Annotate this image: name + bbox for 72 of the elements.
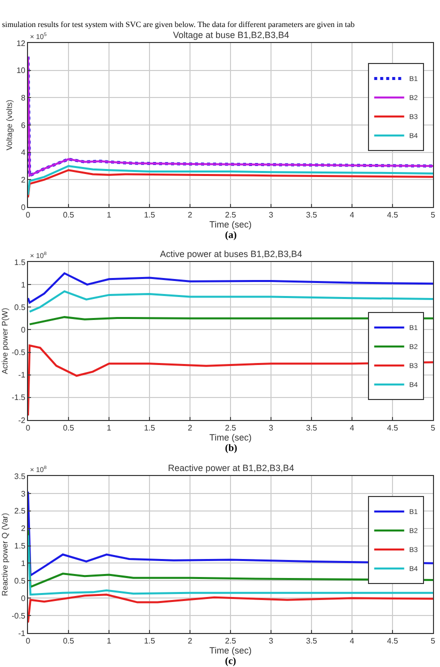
x-tick-label: 3 [268,424,274,433]
y-tick-label: 1.5 [14,542,26,551]
chart-title: Active power at buses B1,B2,B3,B4 [160,249,302,259]
x-tick-label: 4.5 [386,636,399,646]
y-tick-label: -1 [18,628,26,638]
y-tick-label: -2 [18,416,26,425]
line-series [28,594,433,624]
y-axis-title: Reactive power Q (Var) [0,512,10,596]
x-tick-label: 2 [188,424,193,433]
x-tick-label: 3.5 [306,210,318,220]
x-tick-label: 0.5 [62,424,75,433]
y-tick-label: 1.5 [14,258,26,267]
x-tick-label: 1.5 [144,210,156,220]
y-tick-label: 8 [20,93,26,102]
x-tick-label: 3 [268,636,274,646]
y-tick-label: 0 [20,202,26,212]
x-axis-title: Time (sec) [209,220,252,230]
text: (c) [225,656,236,667]
x-tick-label: 4 [350,210,355,220]
text: simulation results for test system with SVC are given below. The data for different parameters are given in tab [2,20,355,29]
x-tick-label: 1.5 [144,636,156,646]
line-series [28,290,433,313]
x-tick-label: 2.5 [224,636,237,646]
x-tick-label: 1 [106,210,112,220]
text: (a) [225,230,237,241]
y-tick-label: 4 [20,148,26,158]
y-tick-label: 0 [20,326,26,335]
x-tick-label: 3.5 [306,636,318,646]
y-tick-label: 0 [20,594,26,603]
chart-title: Reactive power at B1,B2,B3,B4 [168,463,294,473]
y-tick-label: 2 [20,524,26,534]
y-axis-title: Voltage (volts) [5,99,14,150]
y-tick-label: -0.5 [12,611,26,620]
x-tick-label: 4.5 [386,424,399,433]
x-tick-label: 4.5 [386,210,399,220]
y-tick-label: 0.5 [14,576,26,586]
chart-title: Voltage at buse B1,B2,B3,B4 [173,30,290,40]
x-tick-label: 0.5 [62,636,75,646]
y-tick-label: -0.5 [12,348,26,358]
x-tick-label: 5 [430,210,436,220]
x-tick-label: 2 [188,636,193,646]
x-tick-label: 5 [430,424,436,433]
x-tick-label: 2 [188,210,193,220]
y-tick-label: 2 [20,175,26,184]
line-series [28,272,433,304]
y-tick-label: 12 [16,38,26,48]
x-tick-label: 2.5 [224,210,237,220]
y-tick-label: 6 [20,120,26,130]
x-tick-label: 3 [268,210,274,220]
y-tick-label: -1.5 [12,393,26,402]
y-tick-label: -1 [18,370,26,380]
x-tick-label: 4 [350,424,355,433]
y-tick-label: 1 [20,280,26,290]
x-tick-label: 1 [106,424,112,433]
y-tick-label: 3 [20,489,26,498]
x-tick-label: 4 [350,636,355,646]
x-axis-title: Time (sec) [209,646,252,656]
line-series [28,534,433,596]
y-tick-label: 3.5 [14,472,26,481]
x-tick-label: 5 [430,636,436,646]
y-axis-title: Active power P(W) [0,308,10,374]
x-tick-label: 2.5 [224,424,237,433]
x-axis-title: Time (sec) [209,432,252,443]
x-tick-label: 0.5 [62,210,75,220]
text: (b) [225,443,238,454]
y-tick-label: 2.5 [14,506,26,516]
x-tick-label: 1 [106,636,112,646]
y-tick-label: 1 [20,559,26,568]
y-tick-label: 0.5 [14,302,26,312]
y-tick-label: 10 [16,66,26,76]
x-tick-label: 1.5 [144,424,156,433]
x-tick-label: 3.5 [306,424,318,433]
